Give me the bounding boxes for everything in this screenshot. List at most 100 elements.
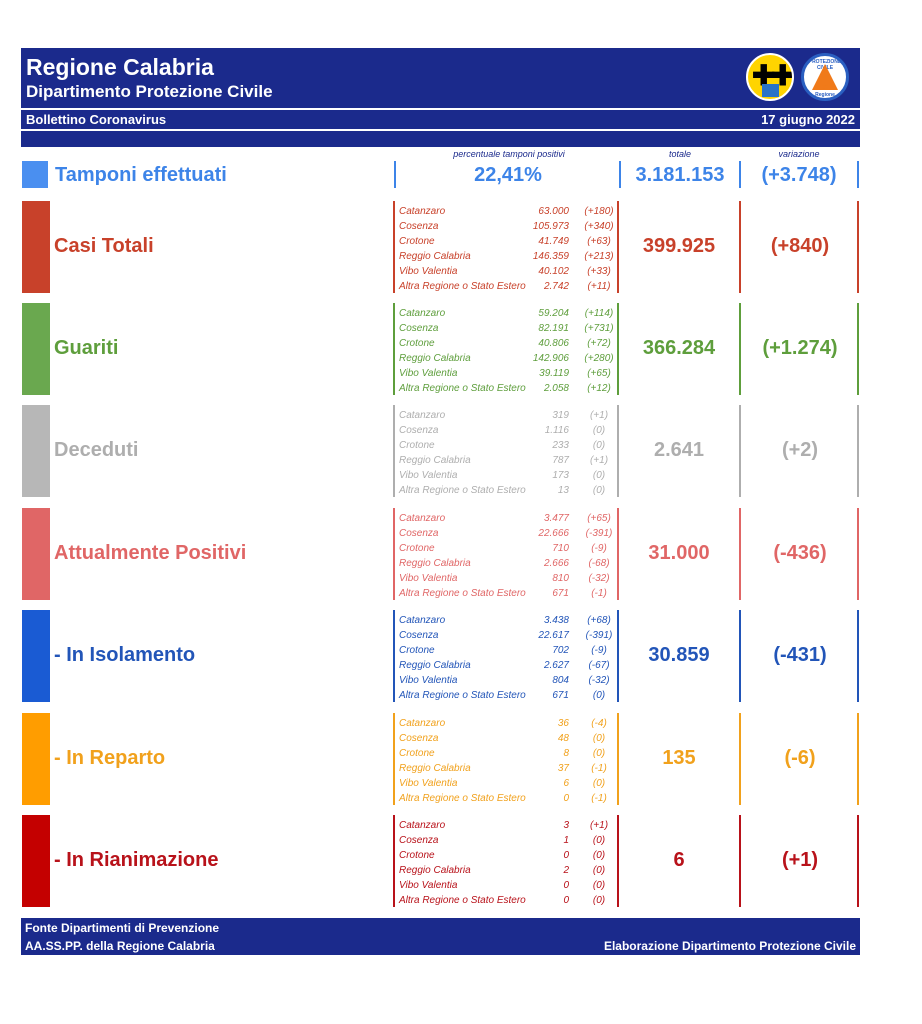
table-row: Catanzaro 63.000 (+180)	[399, 204, 619, 219]
section-divider	[617, 405, 619, 497]
province-name: Crotone	[399, 338, 435, 349]
table-row: Reggio Calabria 2 (0)	[399, 863, 619, 878]
section-total: 2.641	[653, 439, 705, 461]
province-name: Vibo Valentia	[399, 266, 458, 277]
section-divider	[393, 405, 395, 497]
province-variation: (0)	[592, 748, 606, 759]
tamponi-variation: (+3.748)	[761, 164, 837, 186]
table-row: Crotone 710 (-9)	[399, 541, 619, 556]
section-divider	[393, 201, 395, 293]
section-divider	[739, 508, 741, 600]
province-variation: (+213)	[584, 251, 614, 262]
table-row: Reggio Calabria 142.906 (+280)	[399, 351, 619, 366]
province-value: 804	[552, 675, 569, 686]
section-deceduti: Deceduti Catanzaro 319 (+1) Cosenza 1.116 (0) C…	[21, 405, 861, 497]
table-row: Altra Regione o Stato Estero 671 (0)	[399, 688, 619, 703]
province-value: 3.438	[543, 615, 569, 626]
province-name: Catanzaro	[399, 718, 446, 729]
province-value: 319	[552, 410, 569, 421]
section-divider	[857, 815, 859, 907]
province-name: Cosenza	[399, 528, 439, 539]
tamponi-swatch	[22, 161, 48, 188]
section-label: - In Rianimazione	[54, 849, 219, 871]
province-name: Altra Regione o Stato Estero	[399, 588, 526, 599]
province-value: 2.742	[543, 281, 569, 292]
province-value: 3	[563, 820, 569, 831]
province-name: Altra Regione o Stato Estero	[399, 383, 526, 394]
province-breakdown: Catanzaro 59.204 (+114) Cosenza 82.191 (+731)…	[399, 306, 619, 396]
province-name: Crotone	[399, 440, 435, 451]
province-value: 22.666	[538, 528, 569, 539]
section-label: Casi Totali	[54, 235, 154, 257]
province-variation: (+114)	[584, 308, 614, 319]
tamponi-divider	[739, 161, 741, 188]
province-value: 233	[552, 440, 569, 451]
section-in-isolamento: - In Isolamento Catanzaro 3.438 (+68) Cosenz…	[21, 610, 861, 702]
province-variation: (-391)	[585, 528, 613, 539]
tamponi-percent: 22,41%	[474, 164, 542, 186]
province-name: Reggio Calabria	[399, 251, 471, 262]
section-divider	[393, 815, 395, 907]
province-value: 671	[552, 588, 569, 599]
section-total: 135	[662, 747, 696, 769]
province-variation: (+12)	[587, 383, 611, 394]
province-value: 2.666	[543, 558, 569, 569]
province-variation: (-1)	[591, 793, 607, 804]
section-divider	[617, 201, 619, 293]
table-row: Cosenza 1.116 (0)	[399, 423, 619, 438]
table-row: Vibo Valentia 810 (-32)	[399, 571, 619, 586]
column-header-percent: percentuale tamponi positivi	[453, 149, 565, 159]
page-subtitle: Dipartimento Protezione Civile	[26, 82, 273, 101]
province-name: Reggio Calabria	[399, 865, 471, 876]
province-name: Vibo Valentia	[399, 675, 458, 686]
province-variation: (-391)	[585, 630, 613, 641]
province-name: Vibo Valentia	[399, 573, 458, 584]
section-guariti: Guariti Catanzaro 59.204 (+114) Cosenza 82.19…	[21, 303, 861, 395]
section-divider	[617, 815, 619, 907]
province-breakdown: Catanzaro 63.000 (+180) Cosenza 105.973 (+340…	[399, 204, 619, 294]
table-row: Crotone 233 (0)	[399, 438, 619, 453]
table-row: Cosenza 48 (0)	[399, 731, 619, 746]
section-total: 6	[673, 849, 685, 871]
province-variation: (-4)	[591, 718, 607, 729]
section-divider	[857, 508, 859, 600]
section-divider	[739, 405, 741, 497]
section-label: Attualmente Positivi	[54, 542, 247, 564]
table-row: Reggio Calabria 146.359 (+213)	[399, 249, 619, 264]
province-value: 8	[563, 748, 569, 759]
province-value: 142.906	[532, 353, 569, 364]
table-row: Altra Regione o Stato Estero 2.058 (+12)	[399, 381, 619, 396]
province-value: 22.617	[538, 630, 569, 641]
table-row: Catanzaro 3 (+1)	[399, 818, 619, 833]
section-divider	[857, 303, 859, 395]
table-row: Crotone 702 (-9)	[399, 643, 619, 658]
bulletin-bar: Bollettino Coronavirus 17 giugno 2022	[21, 110, 860, 129]
province-name: Catanzaro	[399, 615, 446, 626]
province-variation: (+1)	[589, 820, 609, 831]
section-swatch	[22, 201, 50, 293]
province-name: Crotone	[399, 236, 435, 247]
province-name: Crotone	[399, 748, 435, 759]
province-name: Altra Regione o Stato Estero	[399, 485, 526, 496]
section-divider	[857, 201, 859, 293]
table-row: Altra Regione o Stato Estero 13 (0)	[399, 483, 619, 498]
province-name: Cosenza	[399, 835, 439, 846]
table-row: Vibo Valentia 0 (0)	[399, 878, 619, 893]
province-name: Catanzaro	[399, 513, 446, 524]
table-row: Altra Regione o Stato Estero 671 (-1)	[399, 586, 619, 601]
table-row: Vibo Valentia 40.102 (+33)	[399, 264, 619, 279]
table-row: Cosenza 82.191 (+731)	[399, 321, 619, 336]
province-value: 1	[563, 835, 569, 846]
civil-protection-logo: PROTEZIONE CIVILE 60 Regione Calabria	[801, 53, 849, 101]
section-divider	[739, 303, 741, 395]
province-value: 787	[552, 455, 569, 466]
section-in-rianimazione: - In Rianimazione Catanzaro 3 (+1) Cosenza 1 (…	[21, 815, 861, 907]
section-label: - In Reparto	[54, 747, 166, 769]
province-variation: (+65)	[587, 513, 611, 524]
page-title: Regione Calabria	[26, 54, 214, 80]
section-total: 399.925	[642, 235, 716, 257]
province-name: Vibo Valentia	[399, 880, 458, 891]
province-value: 36	[557, 718, 569, 729]
province-value: 671	[552, 690, 569, 701]
province-breakdown: Catanzaro 3.477 (+65) Cosenza 22.666 (-391) Cr…	[399, 511, 619, 601]
